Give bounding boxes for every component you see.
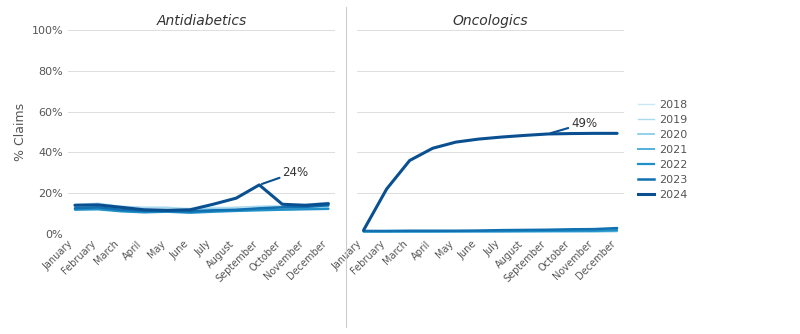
Text: 49%: 49% bbox=[550, 117, 597, 133]
Text: 24%: 24% bbox=[262, 166, 309, 184]
Y-axis label: % Claims: % Claims bbox=[14, 103, 27, 161]
Title: Oncologics: Oncologics bbox=[453, 13, 528, 27]
Legend: 2018, 2019, 2020, 2021, 2022, 2023, 2024: 2018, 2019, 2020, 2021, 2022, 2023, 2024 bbox=[638, 100, 687, 200]
Title: Antidiabetics: Antidiabetics bbox=[157, 13, 246, 27]
